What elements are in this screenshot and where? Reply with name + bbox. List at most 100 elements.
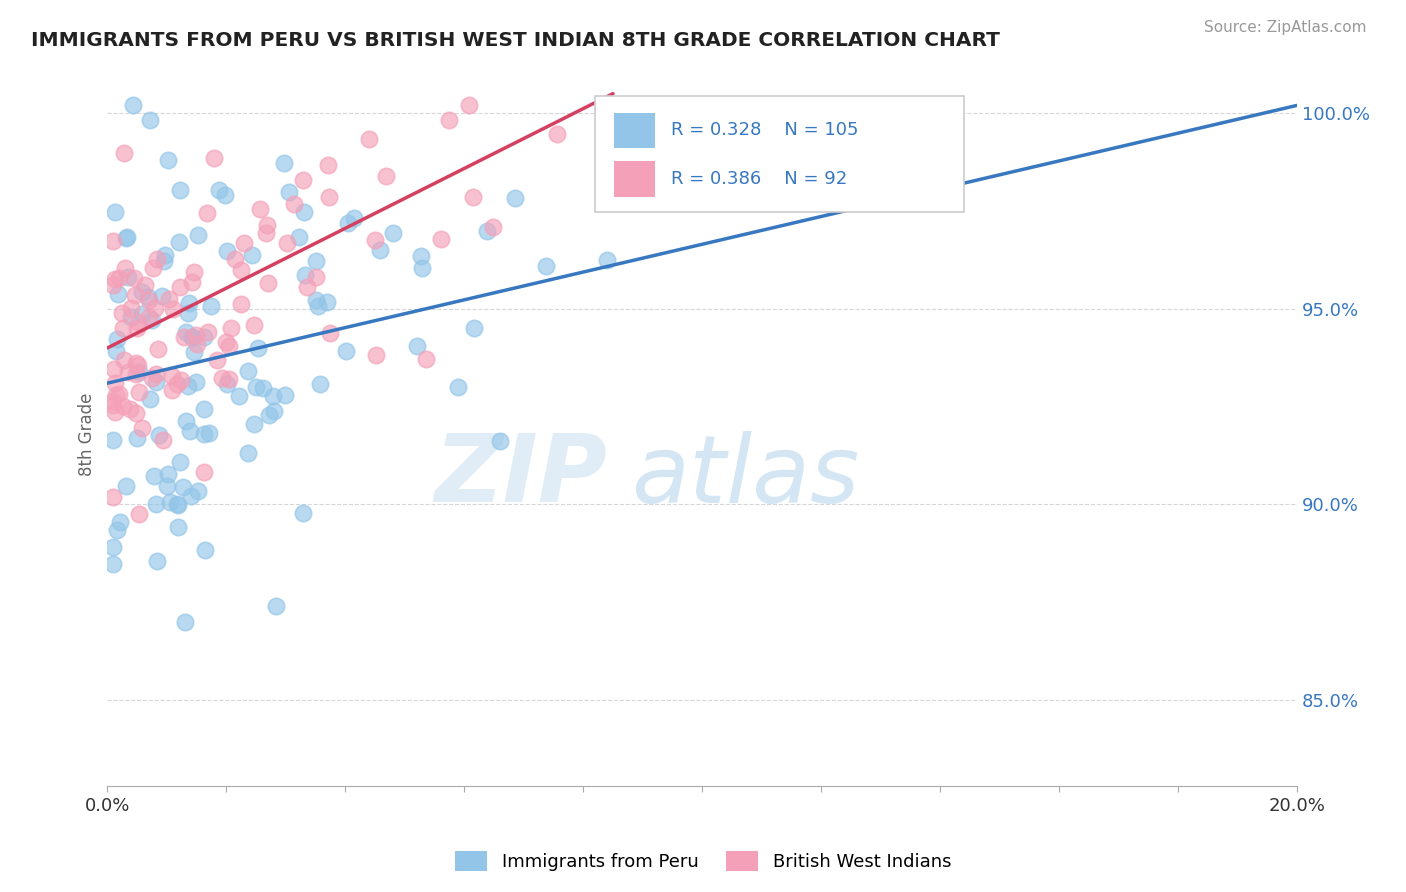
Point	[318, 190, 340, 204]
Point	[382, 226, 405, 240]
Point	[305, 269, 328, 284]
Point	[159, 495, 181, 509]
Point	[169, 455, 191, 469]
Point	[276, 236, 298, 251]
Point	[335, 343, 357, 358]
Point	[139, 112, 162, 127]
Point	[229, 263, 252, 277]
Point	[131, 421, 153, 435]
Point	[103, 234, 125, 248]
Point	[475, 224, 498, 238]
Point	[273, 156, 295, 170]
Point	[128, 507, 150, 521]
Point	[180, 330, 202, 344]
Point	[193, 401, 215, 416]
Point	[447, 379, 470, 393]
Point	[103, 433, 125, 447]
Point	[291, 506, 314, 520]
Point	[174, 325, 197, 339]
Point	[406, 339, 429, 353]
Point	[125, 367, 148, 381]
Point	[107, 271, 129, 285]
FancyBboxPatch shape	[614, 113, 655, 148]
Point	[195, 205, 218, 219]
Point	[117, 365, 139, 379]
Text: atlas: atlas	[631, 431, 859, 522]
Point	[430, 232, 453, 246]
Point	[463, 189, 485, 203]
Point	[256, 218, 278, 232]
Point	[411, 250, 433, 264]
Point	[172, 480, 194, 494]
Point	[174, 414, 197, 428]
Text: Source: ZipAtlas.com: Source: ZipAtlas.com	[1204, 20, 1367, 35]
Point	[181, 330, 204, 344]
Point	[122, 271, 145, 285]
Point	[263, 404, 285, 418]
Point	[156, 467, 179, 482]
Point	[229, 296, 252, 310]
Text: ZIP: ZIP	[434, 430, 607, 523]
Point	[337, 216, 360, 230]
Point	[128, 365, 150, 379]
Point	[283, 197, 305, 211]
Point	[177, 296, 200, 310]
Point	[153, 254, 176, 268]
Point	[193, 426, 215, 441]
Point	[243, 417, 266, 431]
Point	[112, 145, 135, 160]
Point	[215, 334, 238, 349]
Point	[596, 252, 619, 267]
Point	[218, 339, 240, 353]
Point	[292, 172, 315, 186]
Point	[211, 371, 233, 385]
Point	[257, 276, 280, 290]
Point	[117, 269, 139, 284]
Point	[112, 399, 135, 413]
Point	[174, 615, 197, 629]
Point	[108, 386, 131, 401]
Point	[166, 498, 188, 512]
Point	[179, 424, 201, 438]
Legend: Immigrants from Peru, British West Indians: Immigrants from Peru, British West India…	[447, 844, 959, 879]
Point	[193, 465, 215, 479]
Point	[127, 321, 149, 335]
Point	[127, 314, 149, 328]
Point	[193, 329, 215, 343]
Point	[437, 113, 460, 128]
Point	[184, 375, 207, 389]
Point	[166, 520, 188, 534]
Point	[294, 205, 316, 219]
Point	[125, 356, 148, 370]
Point	[364, 233, 387, 247]
Point	[217, 244, 239, 258]
Point	[105, 332, 128, 346]
Point	[112, 353, 135, 368]
Point	[143, 469, 166, 483]
Point	[104, 376, 127, 390]
Point	[343, 211, 366, 226]
Point	[121, 301, 143, 315]
Point	[138, 392, 160, 406]
Point	[254, 226, 277, 240]
Point	[131, 285, 153, 300]
Point	[186, 327, 208, 342]
FancyBboxPatch shape	[595, 96, 965, 212]
Point	[160, 369, 183, 384]
Point	[546, 127, 568, 141]
Point	[148, 428, 170, 442]
Point	[187, 228, 209, 243]
Point	[156, 479, 179, 493]
Point	[186, 337, 208, 351]
Point	[131, 307, 153, 321]
Point	[157, 153, 180, 167]
Point	[111, 306, 134, 320]
Point	[142, 260, 165, 275]
Point	[127, 431, 149, 445]
Point	[194, 542, 217, 557]
Point	[145, 367, 167, 381]
Point	[107, 286, 129, 301]
Point	[120, 310, 142, 324]
Point	[166, 377, 188, 392]
Point	[114, 231, 136, 245]
